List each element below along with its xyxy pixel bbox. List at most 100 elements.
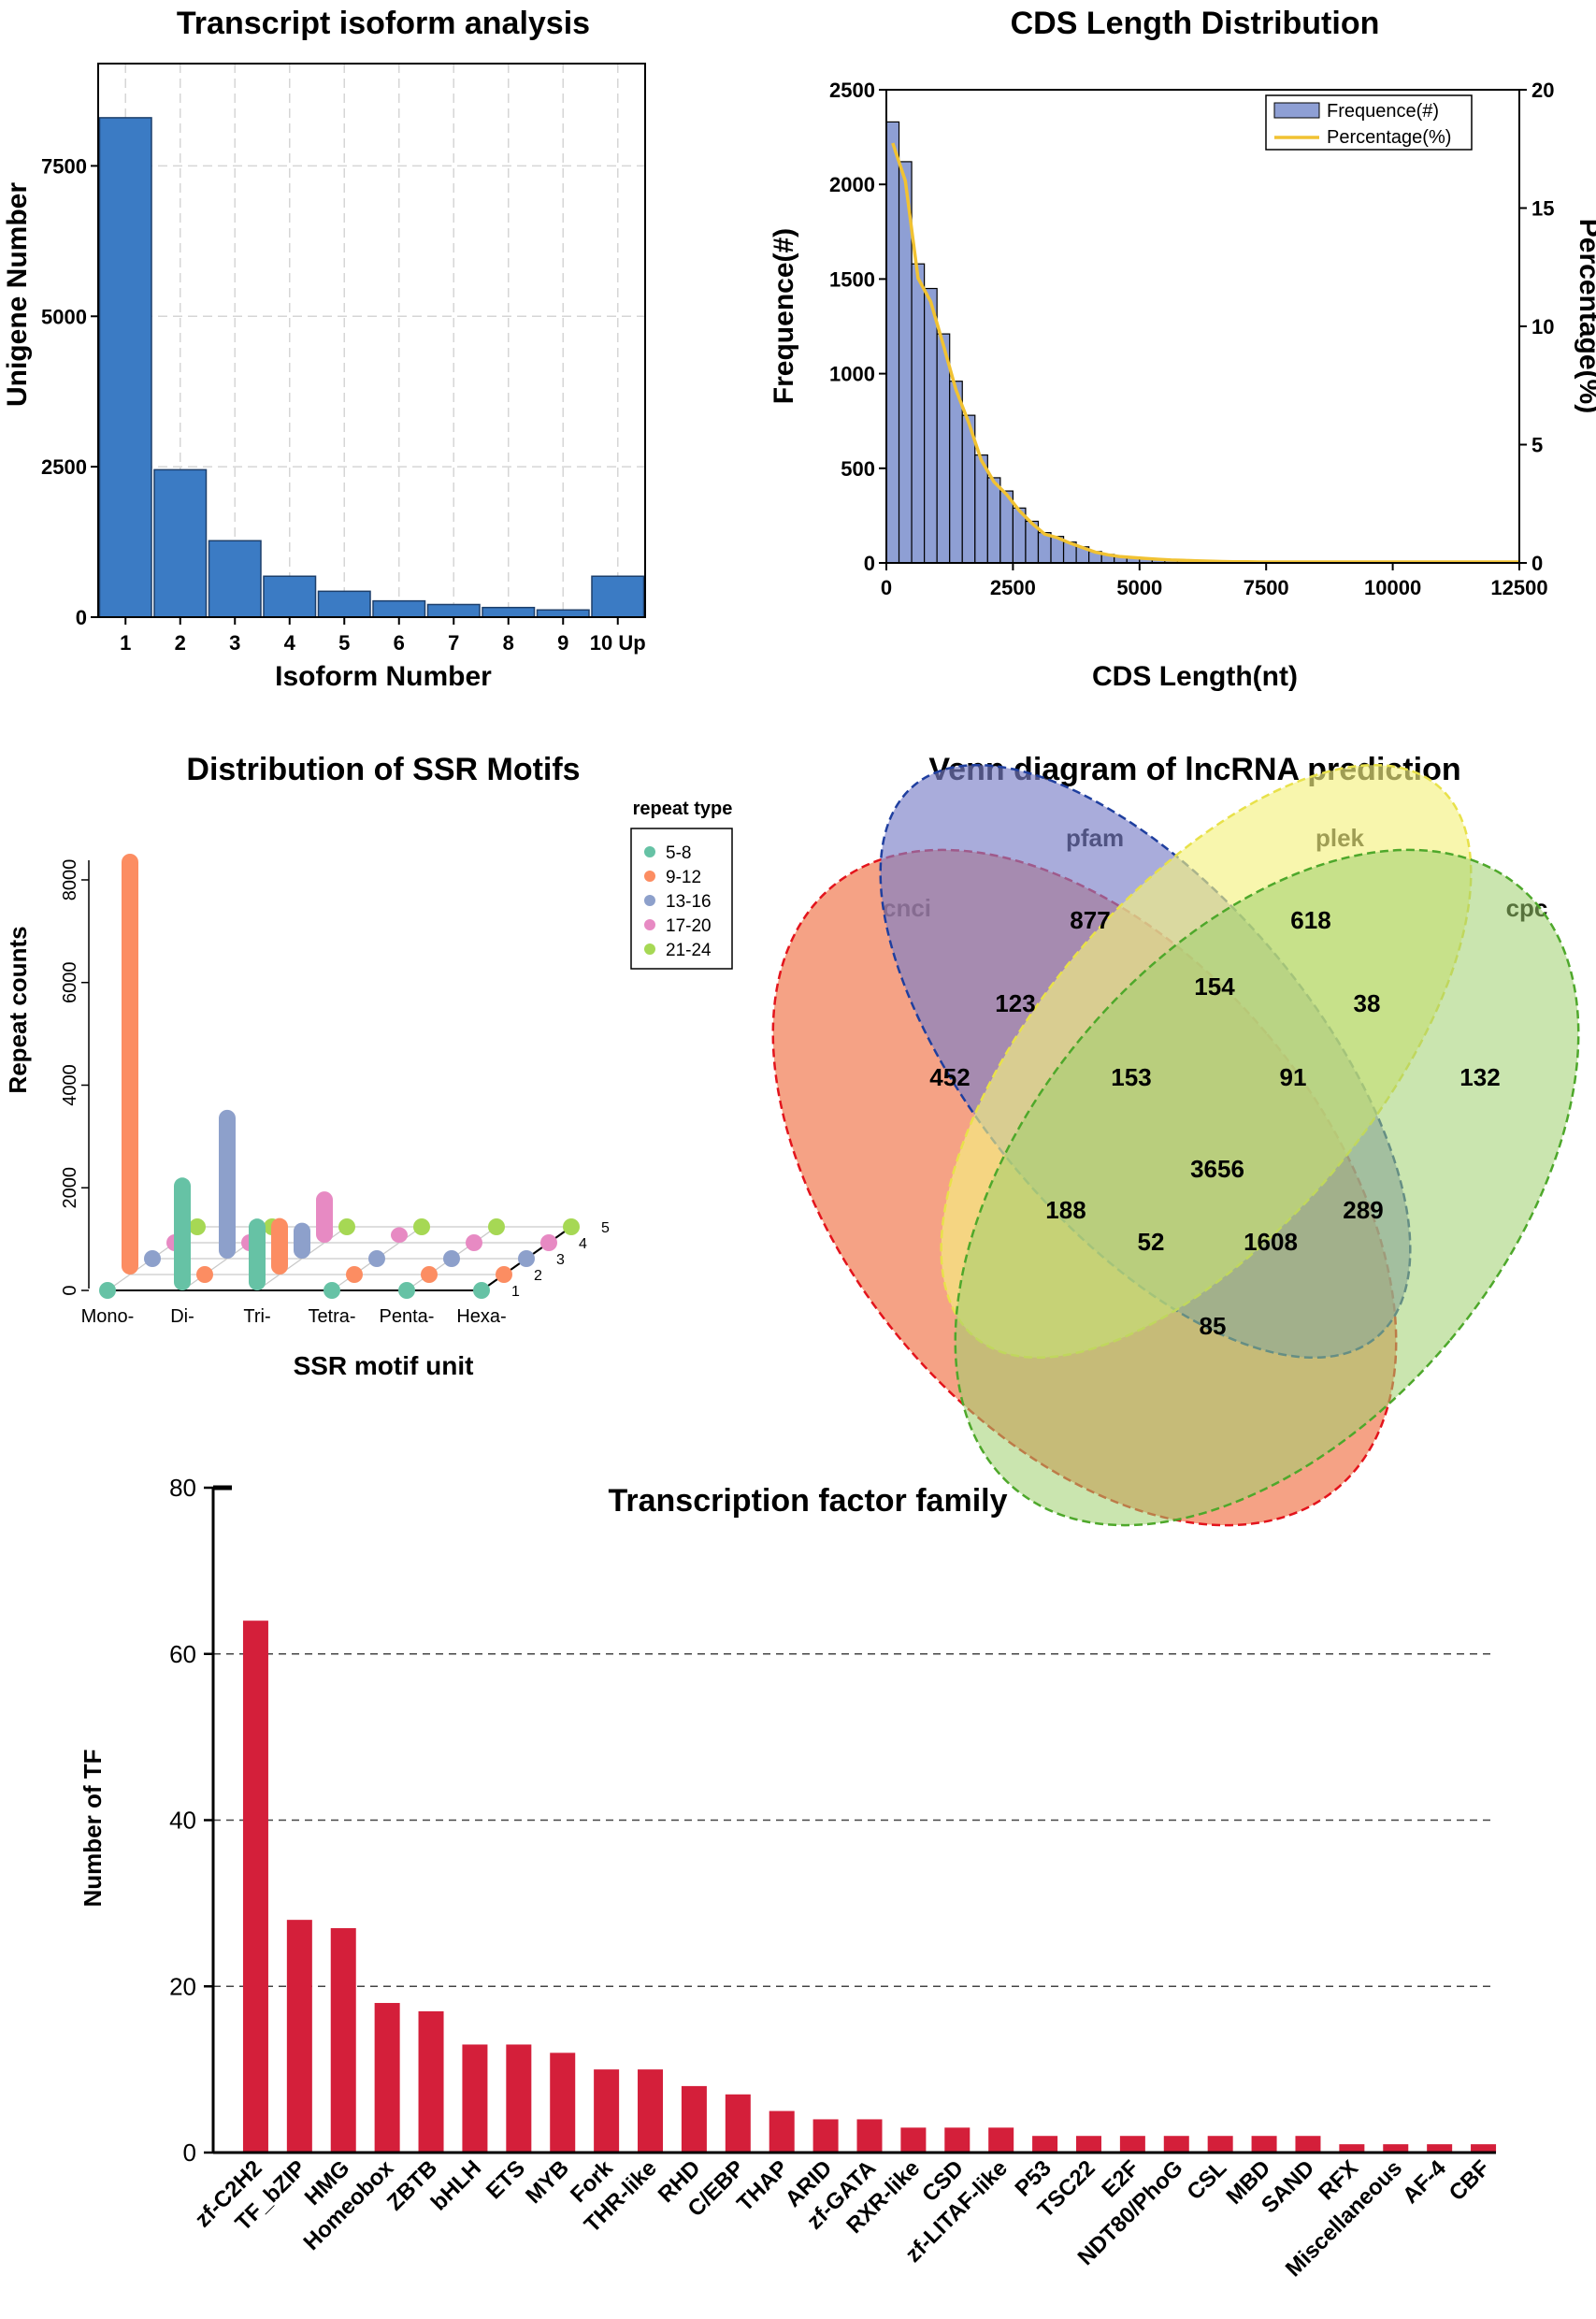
ssr-bar [391, 1227, 408, 1243]
cds-title: CDS Length Distribution [1011, 6, 1380, 41]
ssr-depth-label: 1 [511, 1284, 520, 1300]
cds-bar [974, 454, 988, 564]
ssr-bar [271, 1217, 288, 1275]
isoform-plot-frame [97, 63, 646, 618]
cds-chart: CDS Length Distribution 0500100015002000… [769, 6, 1596, 692]
isoform-x-tick-label: 5 [338, 631, 350, 655]
ssr-dot [473, 1282, 490, 1299]
tf-bar [1119, 2136, 1145, 2153]
ssr-dot [540, 1234, 557, 1251]
venn-region-count: 52 [1138, 1228, 1165, 1256]
ssr-y-tick-label: 6000 [60, 961, 80, 1003]
isoform-y-tick-label: 5000 [41, 305, 87, 328]
ssr-dot [99, 1282, 116, 1299]
venn-region-count: 3656 [1190, 1155, 1244, 1183]
ssr-dot [144, 1250, 161, 1267]
tf-bar [374, 2003, 400, 2153]
isoform-x-tick-label: 1 [120, 631, 131, 655]
tf-title: Transcription factor family [609, 1483, 1008, 1519]
ssr-x-tick-label: Tri- [243, 1306, 270, 1327]
cds-x-label: CDS Length(nt) [1092, 661, 1298, 692]
venn-region-count: 188 [1045, 1196, 1086, 1224]
isoform-y-label: Unigene Number [2, 182, 33, 407]
venn-region-count: 91 [1280, 1063, 1307, 1091]
cds-bar [936, 333, 951, 564]
ssr-bar [249, 1218, 266, 1290]
isoform-x-tick-label: 9 [557, 631, 568, 655]
cds-legend-bar-swatch [1273, 102, 1320, 119]
tf-y-tick-label: 20 [169, 1972, 196, 2000]
ssr-legend-title: repeat type [633, 799, 733, 819]
tf-bar [681, 2085, 707, 2153]
cds-percentage-line [891, 142, 1519, 564]
cds-x-tick-label: 5000 [1116, 576, 1162, 599]
isoform-bar [263, 575, 317, 618]
ssr-dot [563, 1218, 580, 1235]
isoform-chart: Transcript isoform analysis 0 2500 5000 750… [2, 6, 646, 692]
tf-bar [242, 1620, 268, 2153]
ssr-depth-label: 4 [579, 1236, 587, 1252]
venn-region-count: 123 [995, 989, 1035, 1017]
ssr-bar [122, 854, 138, 1275]
ssr-legend-label: 13-16 [666, 892, 712, 912]
cds-x-tick-label: 0 [881, 576, 892, 599]
tf-bar [1075, 2136, 1101, 2153]
tf-bar [1032, 2136, 1058, 2153]
isoform-x-tick-label: 6 [394, 631, 405, 655]
ssr-bar [174, 1177, 191, 1290]
venn-chart: Venn diagram of lncRNA prediction cnci p… [771, 752, 1580, 1527]
tf-bar [1383, 2144, 1409, 2153]
venn-set-cpc [954, 848, 1580, 1527]
tf-bar [506, 2044, 532, 2153]
cds-y-tick-right-label: 5 [1531, 434, 1543, 457]
ssr-legend-label: 9-12 [666, 868, 701, 887]
cds-y-tick-label: 1500 [829, 267, 875, 291]
cds-legend: Frequence(#) Percentage(%) [1265, 94, 1473, 151]
ssr-dot [338, 1218, 355, 1235]
cds-x-tick-label: 10000 [1364, 576, 1421, 599]
tf-y-tick-label: 60 [169, 1640, 196, 1668]
cds-bar [949, 381, 963, 564]
cds-bar [911, 263, 926, 564]
ssr-y-tick-label: 2000 [60, 1167, 80, 1209]
isoform-x-tick-label: 7 [448, 631, 459, 655]
tf-y-tick-label: 40 [169, 1807, 196, 1835]
cds-legend-frequence: Frequence(#) [1327, 101, 1439, 122]
tf-x-tick-label: MYB [521, 2155, 574, 2209]
tf-bar [1471, 2144, 1497, 2153]
tf-bar [1207, 2136, 1233, 2153]
ssr-legend-dot [644, 895, 655, 906]
ssr-bar [316, 1191, 333, 1243]
isoform-x-tick-label: 2 [175, 631, 186, 655]
venn-region-count: 1608 [1244, 1228, 1298, 1256]
isoform-x-label: Isoform Number [275, 661, 492, 692]
isoform-bar [317, 590, 371, 618]
cds-legend-percentage: Percentage(%) [1327, 127, 1451, 148]
isoform-bar [153, 468, 208, 618]
tf-bar [900, 2127, 927, 2153]
venn-region-count: 618 [1290, 906, 1330, 934]
venn-region-count: 85 [1200, 1312, 1227, 1340]
ssr-x-tick-label: Di- [170, 1306, 194, 1327]
tf-bar [550, 2053, 576, 2153]
ssr-dot [346, 1266, 363, 1283]
ssr-x-tick-label: Hexa- [456, 1306, 506, 1327]
tf-y-label: Number of TF [79, 1750, 107, 1908]
cds-y-tick-right-label: 0 [1531, 552, 1543, 575]
tf-x-tick-label: ZBTB [382, 2155, 442, 2215]
ssr-legend-label: 5-8 [666, 843, 691, 863]
cds-bar [885, 121, 900, 564]
ssr-y-tick-label: 4000 [60, 1064, 80, 1106]
tf-bar [769, 2110, 795, 2153]
tf-bar [812, 2119, 839, 2153]
ssr-y-tick-label: 8000 [60, 859, 80, 901]
tf-bar [330, 1928, 356, 2153]
cds-y-label: Frequence(#) [769, 228, 799, 404]
isoform-title: Transcript isoform analysis [177, 6, 590, 41]
tf-bar [1295, 2136, 1321, 2153]
ssr-legend: repeat type 5-8 9-12 13-16 17-20 21-24 [630, 799, 733, 970]
isoform-x-tick-label: 10 Up [590, 631, 646, 655]
tf-bar [725, 2094, 751, 2153]
tf-bar [988, 2127, 1014, 2153]
ssr-legend-dot [644, 919, 655, 930]
